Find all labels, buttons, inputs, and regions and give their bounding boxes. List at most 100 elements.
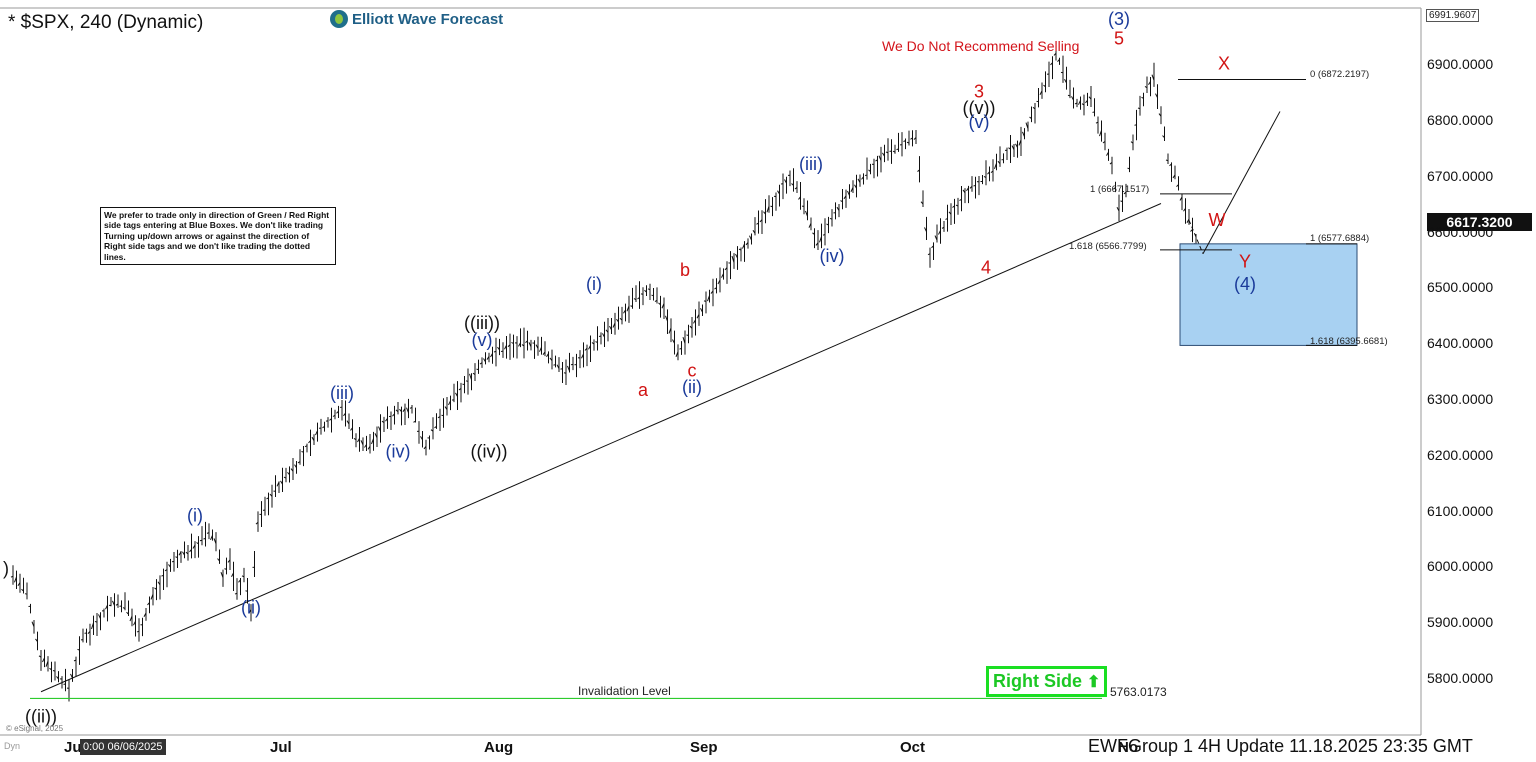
x-tick-label: Aug — [484, 739, 514, 756]
price-bar-open — [588, 345, 591, 350]
price-bar-open — [381, 420, 385, 424]
price-bar-open — [612, 322, 616, 328]
price-bar-open — [973, 184, 976, 187]
price-bar-open — [227, 559, 231, 563]
price-bar-open — [840, 200, 843, 203]
price-bar-open — [497, 346, 500, 351]
price-bar-open — [332, 414, 336, 417]
price-bar-open — [1127, 167, 1130, 170]
price-bar-open — [185, 551, 189, 555]
current-price-badge: 6617.3200 — [1427, 213, 1532, 231]
price-bar-open — [283, 476, 287, 479]
copyright: © eSignal, 2025 — [6, 724, 64, 733]
price-bar-open — [1025, 122, 1029, 129]
price-bar-open — [693, 319, 696, 324]
price-bar-open — [682, 336, 686, 344]
price-bar-open — [395, 409, 399, 413]
wave-label: ((ii)) — [25, 706, 57, 726]
price-bar-open — [31, 621, 35, 628]
price-bar-open — [1176, 184, 1179, 187]
price-bar-open — [73, 659, 77, 662]
price-bar-open — [42, 657, 45, 663]
price-bar-open — [1050, 62, 1053, 66]
price-bar-open — [1099, 130, 1102, 137]
price-bar-open — [759, 219, 763, 223]
price-bar-open — [448, 400, 451, 406]
axis-top-value: 6991.9607 — [1426, 9, 1480, 22]
invalidation-label: Invalidation Level — [578, 684, 671, 698]
price-bar-open — [280, 480, 283, 485]
price-bar-open — [1043, 84, 1046, 88]
price-bar-open — [192, 544, 196, 549]
wave-label: ((iii)) — [464, 313, 500, 333]
wave-label: 5 — [1114, 28, 1124, 48]
price-bar-open — [150, 594, 154, 600]
fib-lines — [1160, 79, 1357, 346]
price-bar-open — [322, 426, 325, 429]
price-bar-open — [17, 582, 21, 587]
price-bar-open — [850, 187, 854, 192]
wave-label: (iii) — [799, 154, 823, 174]
price-bar-open — [77, 648, 80, 651]
price-bar-open — [658, 302, 661, 306]
price-bar-open — [997, 160, 1001, 165]
fib-label-w1: 1 (6667.1517) — [1090, 184, 1150, 195]
price-bar-open — [346, 420, 350, 425]
trading-disclaimer: We prefer to trade only in direction of … — [100, 207, 336, 266]
price-bar-open — [931, 245, 934, 249]
price-bar-open — [798, 196, 801, 200]
x-tick-label: Jul — [270, 739, 292, 756]
price-bar-open — [1190, 229, 1193, 232]
price-bar-open — [301, 451, 304, 453]
price-bar-open — [241, 575, 245, 578]
price-bar-open — [735, 253, 738, 259]
price-bar-open — [941, 226, 945, 229]
wave-label: (ii) — [241, 598, 261, 618]
price-bar-open — [1092, 111, 1095, 113]
price-bar-open — [70, 673, 73, 679]
price-bar-open — [378, 426, 381, 432]
brand-logo-area: Elliott Wave Forecast — [330, 10, 503, 28]
price-bar-open — [423, 445, 427, 450]
price-bar-open — [56, 676, 59, 680]
brand-logo-icon — [330, 10, 348, 28]
price-bar-open — [829, 217, 833, 220]
price-bar-open — [364, 444, 367, 448]
price-bar-open — [238, 579, 241, 583]
price-bar-open — [1155, 93, 1158, 98]
price-bar-open — [38, 655, 42, 658]
price-bar-open — [637, 297, 640, 300]
price-bar-open — [1106, 151, 1109, 156]
price-bar-open — [220, 572, 224, 578]
wave-label: c — [688, 360, 697, 380]
price-bar-open — [94, 620, 98, 623]
price-bar-open — [756, 222, 759, 225]
price-bar-open — [143, 612, 147, 618]
price-bar-open — [507, 344, 511, 348]
price-bar-open — [710, 290, 714, 294]
price-bar-open — [476, 368, 479, 371]
price-bar-open — [45, 660, 49, 667]
price-bar-open — [602, 333, 605, 338]
price-bar-open — [878, 155, 882, 161]
y-tick-label: 6000.0000 — [1427, 558, 1494, 574]
trendline — [40, 203, 1162, 693]
price-bar-open — [983, 176, 987, 178]
price-bar-open — [210, 535, 213, 541]
price-bar-open — [178, 551, 182, 556]
price-bar-open — [1151, 74, 1155, 81]
price-bar-open — [521, 344, 525, 347]
price-bar-open — [962, 189, 966, 194]
cursor-time-label: 0:00 06/06/2025 — [80, 739, 166, 755]
wave-label: ) — [3, 559, 9, 579]
price-bar-open — [815, 242, 819, 246]
price-bar-open — [952, 205, 955, 208]
arrow-up-icon: ⬆ — [1087, 674, 1101, 691]
price-bar-open — [805, 210, 808, 217]
wave-label: (iv) — [386, 441, 411, 461]
price-bar-open — [938, 230, 941, 235]
price-bar-open — [413, 420, 416, 423]
price-bar-open — [616, 318, 619, 323]
selling-note: We Do Not Recommend Selling — [882, 38, 1080, 54]
price-bar-open — [1162, 135, 1165, 138]
